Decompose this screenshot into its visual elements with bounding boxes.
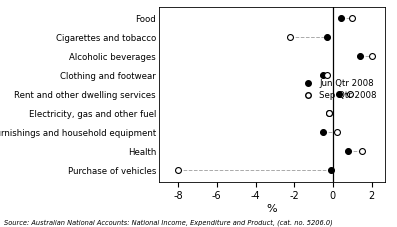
Point bbox=[347, 92, 353, 96]
Point bbox=[324, 73, 330, 77]
X-axis label: %: % bbox=[267, 204, 277, 214]
Point bbox=[320, 130, 326, 134]
Point bbox=[349, 16, 355, 20]
Point bbox=[175, 168, 181, 172]
Legend: Jun Qtr 2008, Sep Qtr 2008: Jun Qtr 2008, Sep Qtr 2008 bbox=[298, 78, 378, 101]
Point bbox=[345, 149, 351, 153]
Point bbox=[359, 149, 365, 153]
Point bbox=[287, 35, 293, 39]
Point bbox=[326, 111, 332, 115]
Point bbox=[368, 54, 375, 58]
Point bbox=[324, 35, 330, 39]
Point bbox=[337, 16, 344, 20]
Point bbox=[320, 73, 326, 77]
Point bbox=[326, 111, 332, 115]
Point bbox=[333, 130, 340, 134]
Point bbox=[328, 168, 334, 172]
Point bbox=[335, 92, 342, 96]
Text: Source: Australian National Accounts: National Income, Expenditure and Product, : Source: Australian National Accounts: Na… bbox=[4, 219, 333, 226]
Point bbox=[357, 54, 363, 58]
